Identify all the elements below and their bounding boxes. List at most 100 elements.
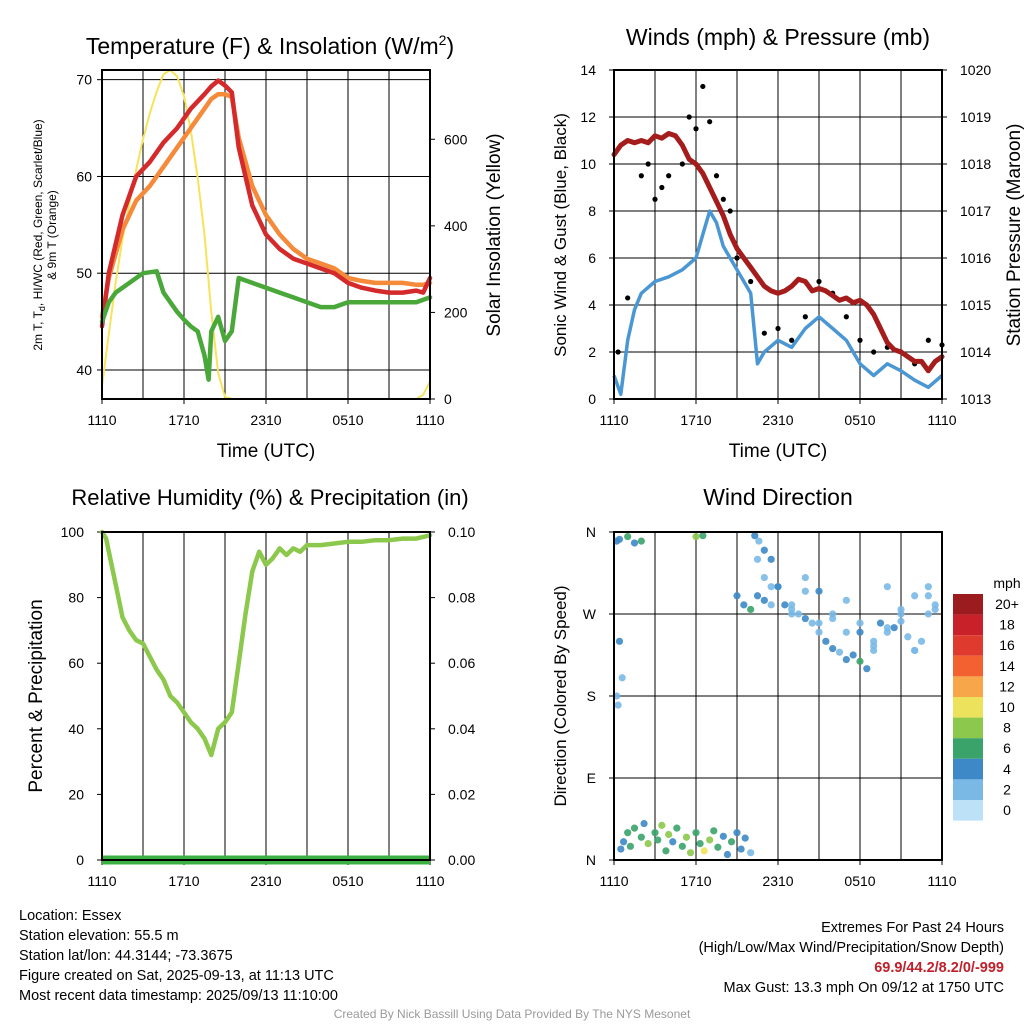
- direction-point: [615, 535, 624, 543]
- direction-point: [760, 573, 768, 582]
- y2-tick-label: 1013: [960, 391, 991, 407]
- direction-point: [624, 532, 632, 541]
- direction-point: [876, 619, 885, 627]
- gust-point: [802, 314, 808, 320]
- extremes-info: Extremes For Past 24 Hours (High/Low/Max…: [699, 918, 1004, 998]
- y2-tick-label: 0.02: [448, 786, 475, 802]
- direction-point: [911, 646, 919, 655]
- direction-point: [829, 645, 837, 653]
- legend-label: 12: [999, 678, 1015, 694]
- y2-tick-label: 1015: [960, 297, 991, 313]
- direction-point: [747, 849, 755, 857]
- y-tick-label: N: [586, 852, 596, 868]
- direction-point: [924, 592, 932, 600]
- plot-border: [101, 531, 431, 861]
- extremes-values: 69.9/44.2/8.2/0/-999: [874, 960, 1004, 976]
- direction-point: [842, 596, 850, 604]
- direction-point: [640, 819, 648, 828]
- direction-point: [870, 642, 878, 650]
- x-tick-label: 0510: [332, 412, 363, 428]
- direction-point: [665, 830, 673, 839]
- direction-point: [700, 847, 708, 855]
- y-tick-label: 10: [580, 156, 596, 172]
- gust-point: [707, 119, 713, 125]
- legend-swatch: [953, 594, 983, 615]
- y2-tick-label: 400: [444, 218, 468, 234]
- direction-point: [644, 840, 652, 848]
- direction-point: [815, 619, 823, 627]
- legend-label: 16: [999, 637, 1015, 653]
- gust-point: [734, 255, 740, 261]
- legend-swatch: [953, 758, 983, 780]
- credit-footer: Created By Nick Bassill Using Data Provi…: [333, 1007, 691, 1021]
- y2-tick-label: 200: [444, 304, 468, 320]
- plot-border: [101, 69, 431, 400]
- series-wind-direction: [613, 532, 939, 859]
- y2-tick-label: 1019: [960, 109, 991, 125]
- gust-point: [679, 161, 685, 167]
- y-tick-label: 20: [68, 786, 84, 802]
- legend-swatch: [953, 655, 983, 677]
- direction-point: [911, 592, 919, 600]
- direction-point: [856, 619, 864, 627]
- x-tick-label: 0510: [844, 873, 875, 889]
- chart-title: Relative Humidity (%) & Precipitation (i…: [71, 485, 468, 510]
- direction-point: [637, 833, 645, 841]
- legend-swatch: [953, 635, 983, 656]
- direction-point: [692, 532, 700, 541]
- x-tick-label: 1110: [599, 412, 628, 428]
- legend-label: 0: [1003, 802, 1011, 818]
- info-created: Figure created on Sat, 2025-09-13, at 11…: [19, 968, 334, 984]
- legend-swatch: [953, 614, 983, 636]
- y2-tick-label: 1016: [960, 250, 991, 266]
- legend-label: 4: [1003, 761, 1011, 777]
- direction-point: [624, 829, 632, 837]
- y2-tick-label: 1014: [960, 344, 991, 360]
- y-tick-label: 4: [588, 297, 596, 313]
- extremes-max-gust: Max Gust: 13.3 mph On 09/12 at 1750 UTC: [723, 980, 1004, 996]
- x-tick-label: 1710: [168, 873, 199, 889]
- direction-point: [630, 539, 639, 547]
- direction-point: [651, 829, 659, 837]
- info-latlon: Station lat/lon: 44.3144; -73.3675: [19, 948, 233, 964]
- y-tick-label: 40: [76, 362, 92, 378]
- extremes-title: Extremes For Past 24 Hours: [821, 920, 1004, 936]
- y-tick-label: 60: [68, 655, 84, 671]
- direction-point: [767, 601, 775, 609]
- x-tick-label: 0510: [844, 412, 875, 428]
- chart-title: Winds (mph) & Pressure (mb): [626, 24, 930, 50]
- direction-point: [662, 847, 670, 855]
- gust-point: [720, 196, 726, 202]
- direction-point: [740, 601, 748, 609]
- direction-point: [626, 842, 635, 850]
- gust-point: [857, 337, 863, 343]
- direction-point: [849, 651, 857, 659]
- direction-point: [741, 834, 749, 842]
- x-axis-label: Time (UTC): [729, 441, 828, 462]
- x-tick-label: 1710: [680, 412, 711, 428]
- y-tick-label: N: [586, 524, 596, 540]
- legend-label: 8: [1003, 720, 1011, 736]
- direction-point: [706, 836, 714, 844]
- direction-point: [794, 610, 803, 618]
- direction-point: [924, 610, 932, 618]
- x-tick-label: 2310: [762, 873, 793, 889]
- info-elevation: Station elevation: 55.5 m: [19, 928, 179, 944]
- direction-point: [815, 628, 823, 636]
- direction-point: [863, 665, 871, 673]
- x-tick-label: 1110: [87, 873, 116, 889]
- gust-point: [789, 337, 795, 343]
- x-tick-label: 1110: [415, 873, 444, 889]
- y-tick-label: 50: [76, 265, 92, 281]
- speed-legend: mph 20+ 18 16 14 12 10 8 6 4 2 0: [953, 575, 1021, 821]
- legend-swatch: [953, 779, 983, 800]
- direction-point: [760, 596, 768, 604]
- gust-point: [700, 83, 706, 90]
- direction-point: [924, 583, 932, 591]
- gust-point: [693, 126, 699, 132]
- y2-tick-label: 1018: [960, 156, 991, 172]
- direction-point: [727, 838, 736, 846]
- direction-point: [686, 849, 695, 857]
- legend-swatch: [953, 800, 983, 821]
